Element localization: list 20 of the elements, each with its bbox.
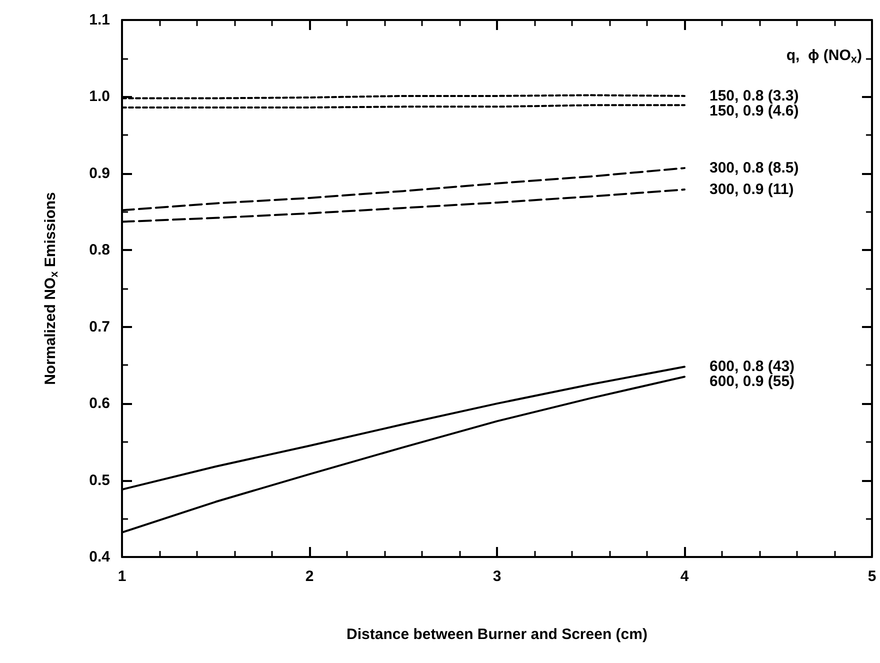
x-axis-title: Distance between Burner and Screen (cm) [346, 626, 648, 643]
series-label: 300, 0.9 (11) [710, 181, 794, 198]
x-tick-label: 2 [305, 568, 314, 585]
series-label: 300, 0.8 (8.5) [710, 160, 799, 177]
y-axis-title: Normalized NOx Emissions [42, 192, 60, 385]
y-tick-label: 0.4 [89, 548, 111, 566]
x-tick-label: 3 [492, 568, 502, 585]
series-label: 150, 0.8 (3.3) [710, 87, 799, 104]
x-tick-label: 5 [868, 568, 876, 585]
y-tick-label: 0.7 [89, 318, 110, 336]
y-tick-label: 1.0 [89, 88, 110, 106]
y-tick-label: 0.5 [89, 472, 110, 489]
y-tick-label: 0.8 [89, 242, 110, 259]
series-label: 600, 0.9 (55) [710, 373, 795, 390]
y-tick-label: 1.1 [89, 12, 110, 28]
y-tick-label: 0.9 [89, 164, 110, 182]
x-tick-label: 1 [118, 568, 126, 585]
series-label: 600, 0.8 (43) [710, 358, 795, 376]
x-tick-label: 4 [680, 568, 690, 585]
y-tick-label: 0.6 [89, 395, 110, 412]
